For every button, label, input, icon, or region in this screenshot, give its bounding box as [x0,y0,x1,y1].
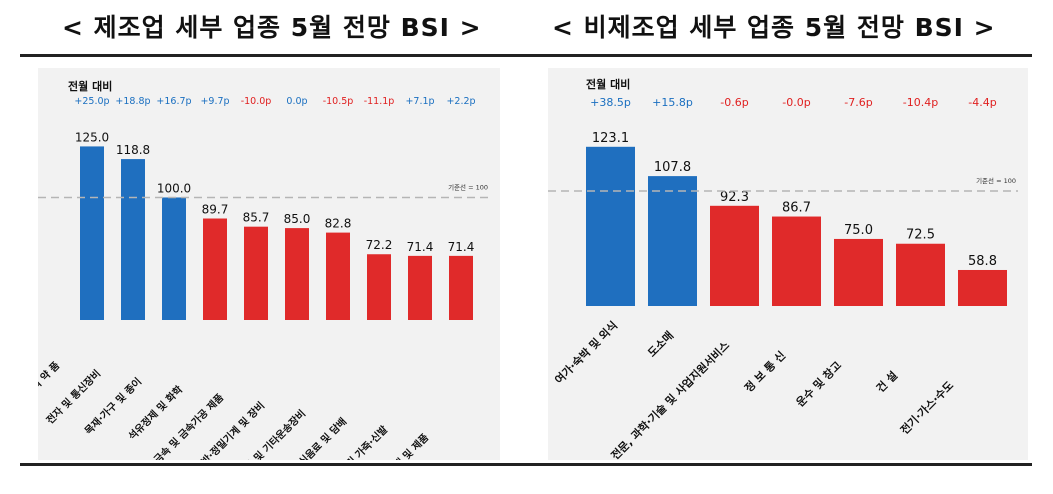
change-label: -11.1p [364,96,395,107]
category-label: 도소매 [645,328,676,359]
change-label: -0.0p [782,96,810,109]
change-label: -10.0p [241,96,272,107]
value-label: 125.0 [75,130,109,144]
baseline-label: 기준선 = 100 [976,176,1016,185]
change-label: +15.8p [652,96,693,109]
non-manufacturing-chart-panel: 전월 대비 123.1 +38.5p 여가·숙박 및 외식 107.8 +15.8p 도소매… [548,68,1028,460]
bar [408,255,432,320]
bar [367,254,391,320]
value-label: 85.0 [284,212,311,226]
change-label: -10.5p [323,96,354,107]
value-label: 71.4 [448,240,475,254]
bar [162,197,186,320]
value-label: 92.3 [720,190,749,205]
value-label: 107.8 [654,160,691,175]
non-manufacturing-bsi-chart: 전월 대비 123.1 +38.5p 여가·숙박 및 외식 107.8 +15.8p 도소매… [548,77,1018,460]
bar [772,216,821,306]
category-label: 의 약 품 [38,359,62,393]
bar [586,146,635,306]
bar [326,232,350,320]
change-label: +2.2p [446,96,475,107]
value-label: 72.5 [906,228,935,243]
change-label: +25.0p [74,96,109,107]
non-manufacturing-chart-title: < 비제조업 세부 업종 5월 전망 BSI > [552,13,996,42]
change-label: +18.8p [115,96,150,107]
bar [710,205,759,306]
category-label: 전문, 과학·기술 및 사업지원서비스 [608,338,732,460]
bar [80,146,104,320]
change-label: +16.7p [156,96,191,107]
bar [244,226,268,320]
manufacturing-chart-panel: 전월 대비 125.0 +25.0p 의 약 품 118.8 +18.8p 전자 및 통신장… [38,68,500,460]
value-label: 75.0 [844,223,873,238]
baseline-label: 기준선 = 100 [448,182,488,191]
value-label: 71.4 [407,240,434,254]
value-label: 72.2 [366,238,393,252]
category-label: 식음료 및 담배 [296,415,349,460]
value-label: 89.7 [202,203,229,217]
value-label: 58.8 [968,254,997,269]
value-label: 118.8 [116,143,150,157]
value-label: 123.1 [592,131,629,146]
change-header: 전월 대비 [586,77,630,91]
manufacturing-chart-title: < 제조업 세부 업종 5월 전망 BSI > [62,13,482,42]
value-label: 85.7 [243,211,270,225]
bar [648,176,697,306]
category-label: 건 설 [873,368,900,395]
category-label: 운수 및 창고 [793,358,844,409]
change-label: -10.4p [903,96,938,109]
bottom-divider [20,463,1032,466]
bar [834,238,883,306]
category-label: 정 보 통 신 [741,348,788,395]
change-header: 전월 대비 [68,79,112,93]
change-label: +9.7p [200,96,229,107]
change-label: -4.4p [968,96,996,109]
value-label: 82.8 [325,217,352,231]
top-divider [20,54,1032,57]
change-label: +38.5p [590,96,631,109]
bar [449,255,473,320]
value-label: 100.0 [157,181,191,195]
bar [896,243,945,306]
bar [203,218,227,320]
change-label: -7.6p [844,96,872,109]
value-label: 86.7 [782,201,811,216]
category-label: 여가·숙박 및 외식 [552,318,620,386]
change-label: -0.6p [720,96,748,109]
change-label: 0.0p [286,96,307,107]
bar [285,228,309,320]
bar [958,269,1007,306]
category-label: 전기·가스·수도 [897,378,956,437]
bar [121,159,145,320]
change-label: +7.1p [405,96,434,107]
